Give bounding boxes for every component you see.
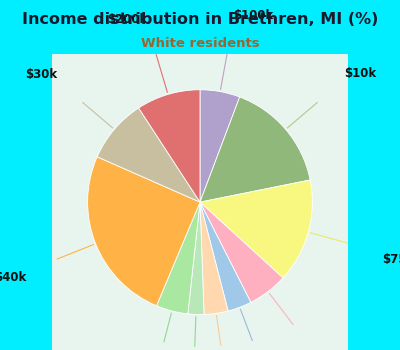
Text: $10k: $10k xyxy=(344,66,376,79)
Wedge shape xyxy=(200,97,310,202)
Text: $200k: $200k xyxy=(108,13,148,26)
Wedge shape xyxy=(156,202,200,314)
Wedge shape xyxy=(200,202,251,311)
Wedge shape xyxy=(200,180,312,278)
Wedge shape xyxy=(200,202,283,302)
Wedge shape xyxy=(88,157,200,306)
Text: White residents: White residents xyxy=(141,37,259,50)
Wedge shape xyxy=(139,90,200,202)
Wedge shape xyxy=(200,202,228,314)
Text: $30k: $30k xyxy=(26,68,58,81)
Text: Income distribution in Brethren, MI (%): Income distribution in Brethren, MI (%) xyxy=(22,12,378,27)
Circle shape xyxy=(164,131,283,250)
Wedge shape xyxy=(200,90,240,202)
Text: $40k: $40k xyxy=(0,271,26,284)
Text: $75k: $75k xyxy=(382,253,400,266)
Wedge shape xyxy=(188,202,204,315)
Text: $100k: $100k xyxy=(233,9,273,22)
Wedge shape xyxy=(97,108,200,202)
